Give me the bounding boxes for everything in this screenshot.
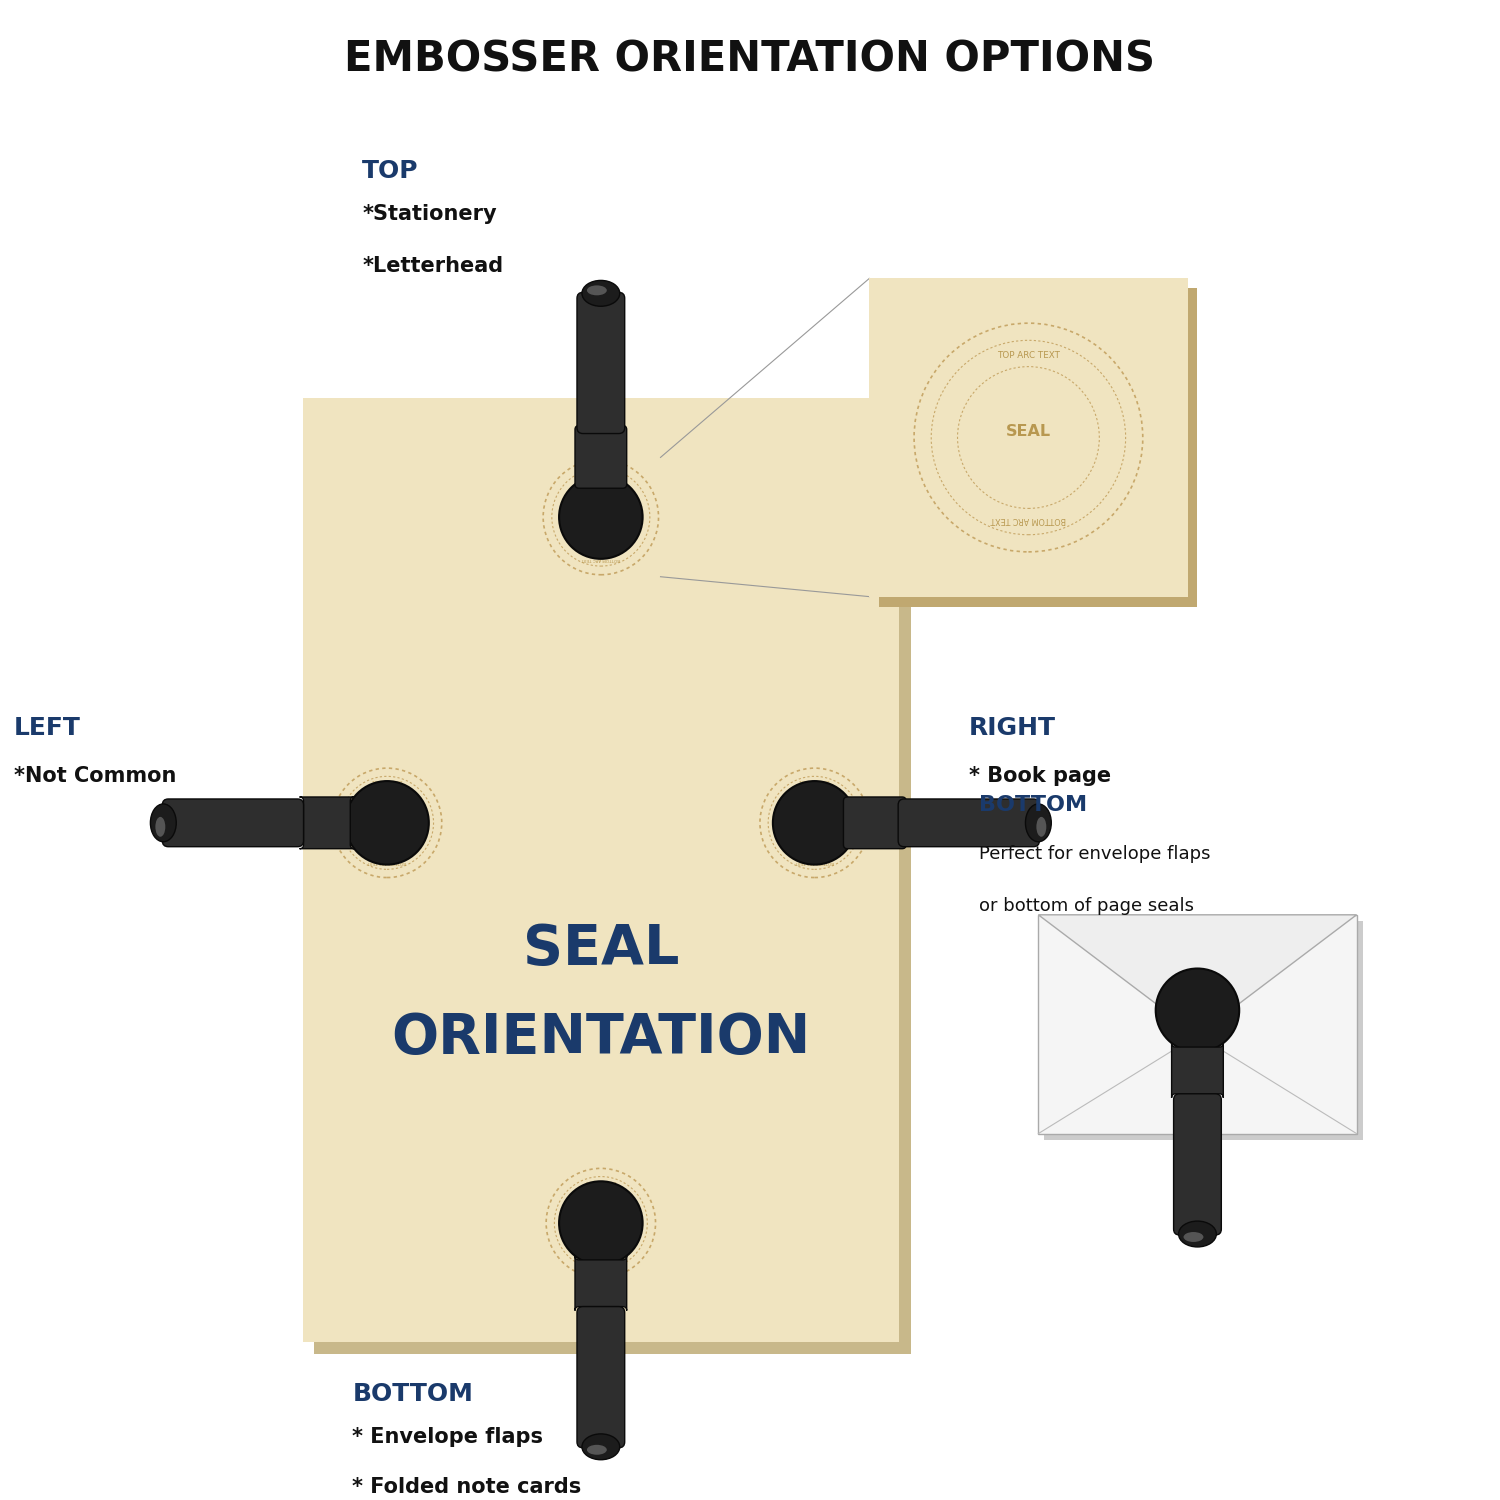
Text: TOP ARC TEXT: TOP ARC TEXT <box>585 474 616 477</box>
Bar <box>590 402 613 429</box>
Bar <box>879 288 1197 606</box>
Ellipse shape <box>582 1434 620 1460</box>
Bar <box>315 410 910 1354</box>
Text: BOTTOM ARC TEXT: BOTTOM ARC TEXT <box>582 556 621 561</box>
Bar <box>1038 915 1356 1134</box>
FancyBboxPatch shape <box>574 1256 627 1311</box>
Text: TOP: TOP <box>362 159 419 183</box>
Text: * Folded note cards: * Folded note cards <box>352 1476 582 1497</box>
Text: *Letterhead: *Letterhead <box>362 255 504 276</box>
Text: RIGHT: RIGHT <box>969 716 1056 740</box>
FancyBboxPatch shape <box>578 292 624 434</box>
Circle shape <box>772 782 856 864</box>
Text: SEAL: SEAL <box>522 921 680 975</box>
Text: or bottom of page seals: or bottom of page seals <box>978 897 1194 915</box>
Bar <box>590 1308 613 1335</box>
Text: Perfect for envelope flaps: Perfect for envelope flaps <box>978 844 1210 862</box>
Text: SEAL: SEAL <box>1007 424 1052 439</box>
Text: BOTTOM ARC TEXT: BOTTOM ARC TEXT <box>795 859 834 864</box>
Text: BOTTOM ARC TEXT: BOTTOM ARC TEXT <box>582 1260 621 1264</box>
Ellipse shape <box>156 818 165 837</box>
Circle shape <box>560 476 642 560</box>
FancyBboxPatch shape <box>574 426 627 488</box>
Text: BOTTOM ARC TEXT: BOTTOM ARC TEXT <box>1178 1034 1216 1038</box>
Ellipse shape <box>1179 1221 1216 1246</box>
Text: SEAL: SEAL <box>1188 1002 1208 1008</box>
Ellipse shape <box>150 804 177 842</box>
Text: SEAL: SEAL <box>804 813 825 822</box>
Text: BOTTOM: BOTTOM <box>352 1382 472 1406</box>
Text: TOP ARC TEXT: TOP ARC TEXT <box>585 1182 616 1185</box>
FancyBboxPatch shape <box>1172 1042 1224 1098</box>
Text: * Book page: * Book page <box>969 765 1112 786</box>
Circle shape <box>560 1182 642 1264</box>
Ellipse shape <box>582 280 620 306</box>
Text: TOP ARC TEXT: TOP ARC TEXT <box>800 782 830 786</box>
Text: ORIENTATION: ORIENTATION <box>392 1011 810 1065</box>
Text: LEFT: LEFT <box>13 716 81 740</box>
Circle shape <box>345 782 429 864</box>
Ellipse shape <box>1026 804 1051 842</box>
Text: BOTTOM: BOTTOM <box>978 795 1088 816</box>
Text: EMBOSSER ORIENTATION OPTIONS: EMBOSSER ORIENTATION OPTIONS <box>345 39 1155 81</box>
Text: BOTTOM ARC TEXT: BOTTOM ARC TEXT <box>368 859 407 864</box>
FancyBboxPatch shape <box>1173 1094 1221 1234</box>
Circle shape <box>1155 969 1239 1052</box>
Text: *Not Common: *Not Common <box>13 765 177 786</box>
FancyBboxPatch shape <box>578 1306 624 1448</box>
Ellipse shape <box>586 285 608 296</box>
FancyBboxPatch shape <box>300 796 354 849</box>
Text: SEAL: SEAL <box>376 813 398 822</box>
Ellipse shape <box>1036 818 1047 837</box>
Ellipse shape <box>586 1444 608 1455</box>
Bar <box>303 398 898 1342</box>
Text: TOP ARC TEXT: TOP ARC TEXT <box>372 782 402 786</box>
Ellipse shape <box>1184 1232 1203 1242</box>
Bar <box>1044 921 1362 1140</box>
Bar <box>1185 1095 1209 1122</box>
Text: BOTTOM ARC TEXT: BOTTOM ARC TEXT <box>990 516 1066 525</box>
Text: SEAL: SEAL <box>590 507 612 516</box>
Text: * Envelope flaps: * Envelope flaps <box>352 1426 543 1448</box>
Polygon shape <box>1038 915 1356 1035</box>
FancyBboxPatch shape <box>843 796 906 849</box>
FancyBboxPatch shape <box>898 800 1040 846</box>
Text: SEAL: SEAL <box>590 1212 612 1221</box>
Bar <box>870 279 1188 597</box>
FancyBboxPatch shape <box>162 800 303 846</box>
Text: TOP ARC TEXT: TOP ARC TEXT <box>998 351 1060 360</box>
Text: *Stationery: *Stationery <box>362 204 496 224</box>
Text: TOP ARC TEXT: TOP ARC TEXT <box>1182 982 1212 987</box>
